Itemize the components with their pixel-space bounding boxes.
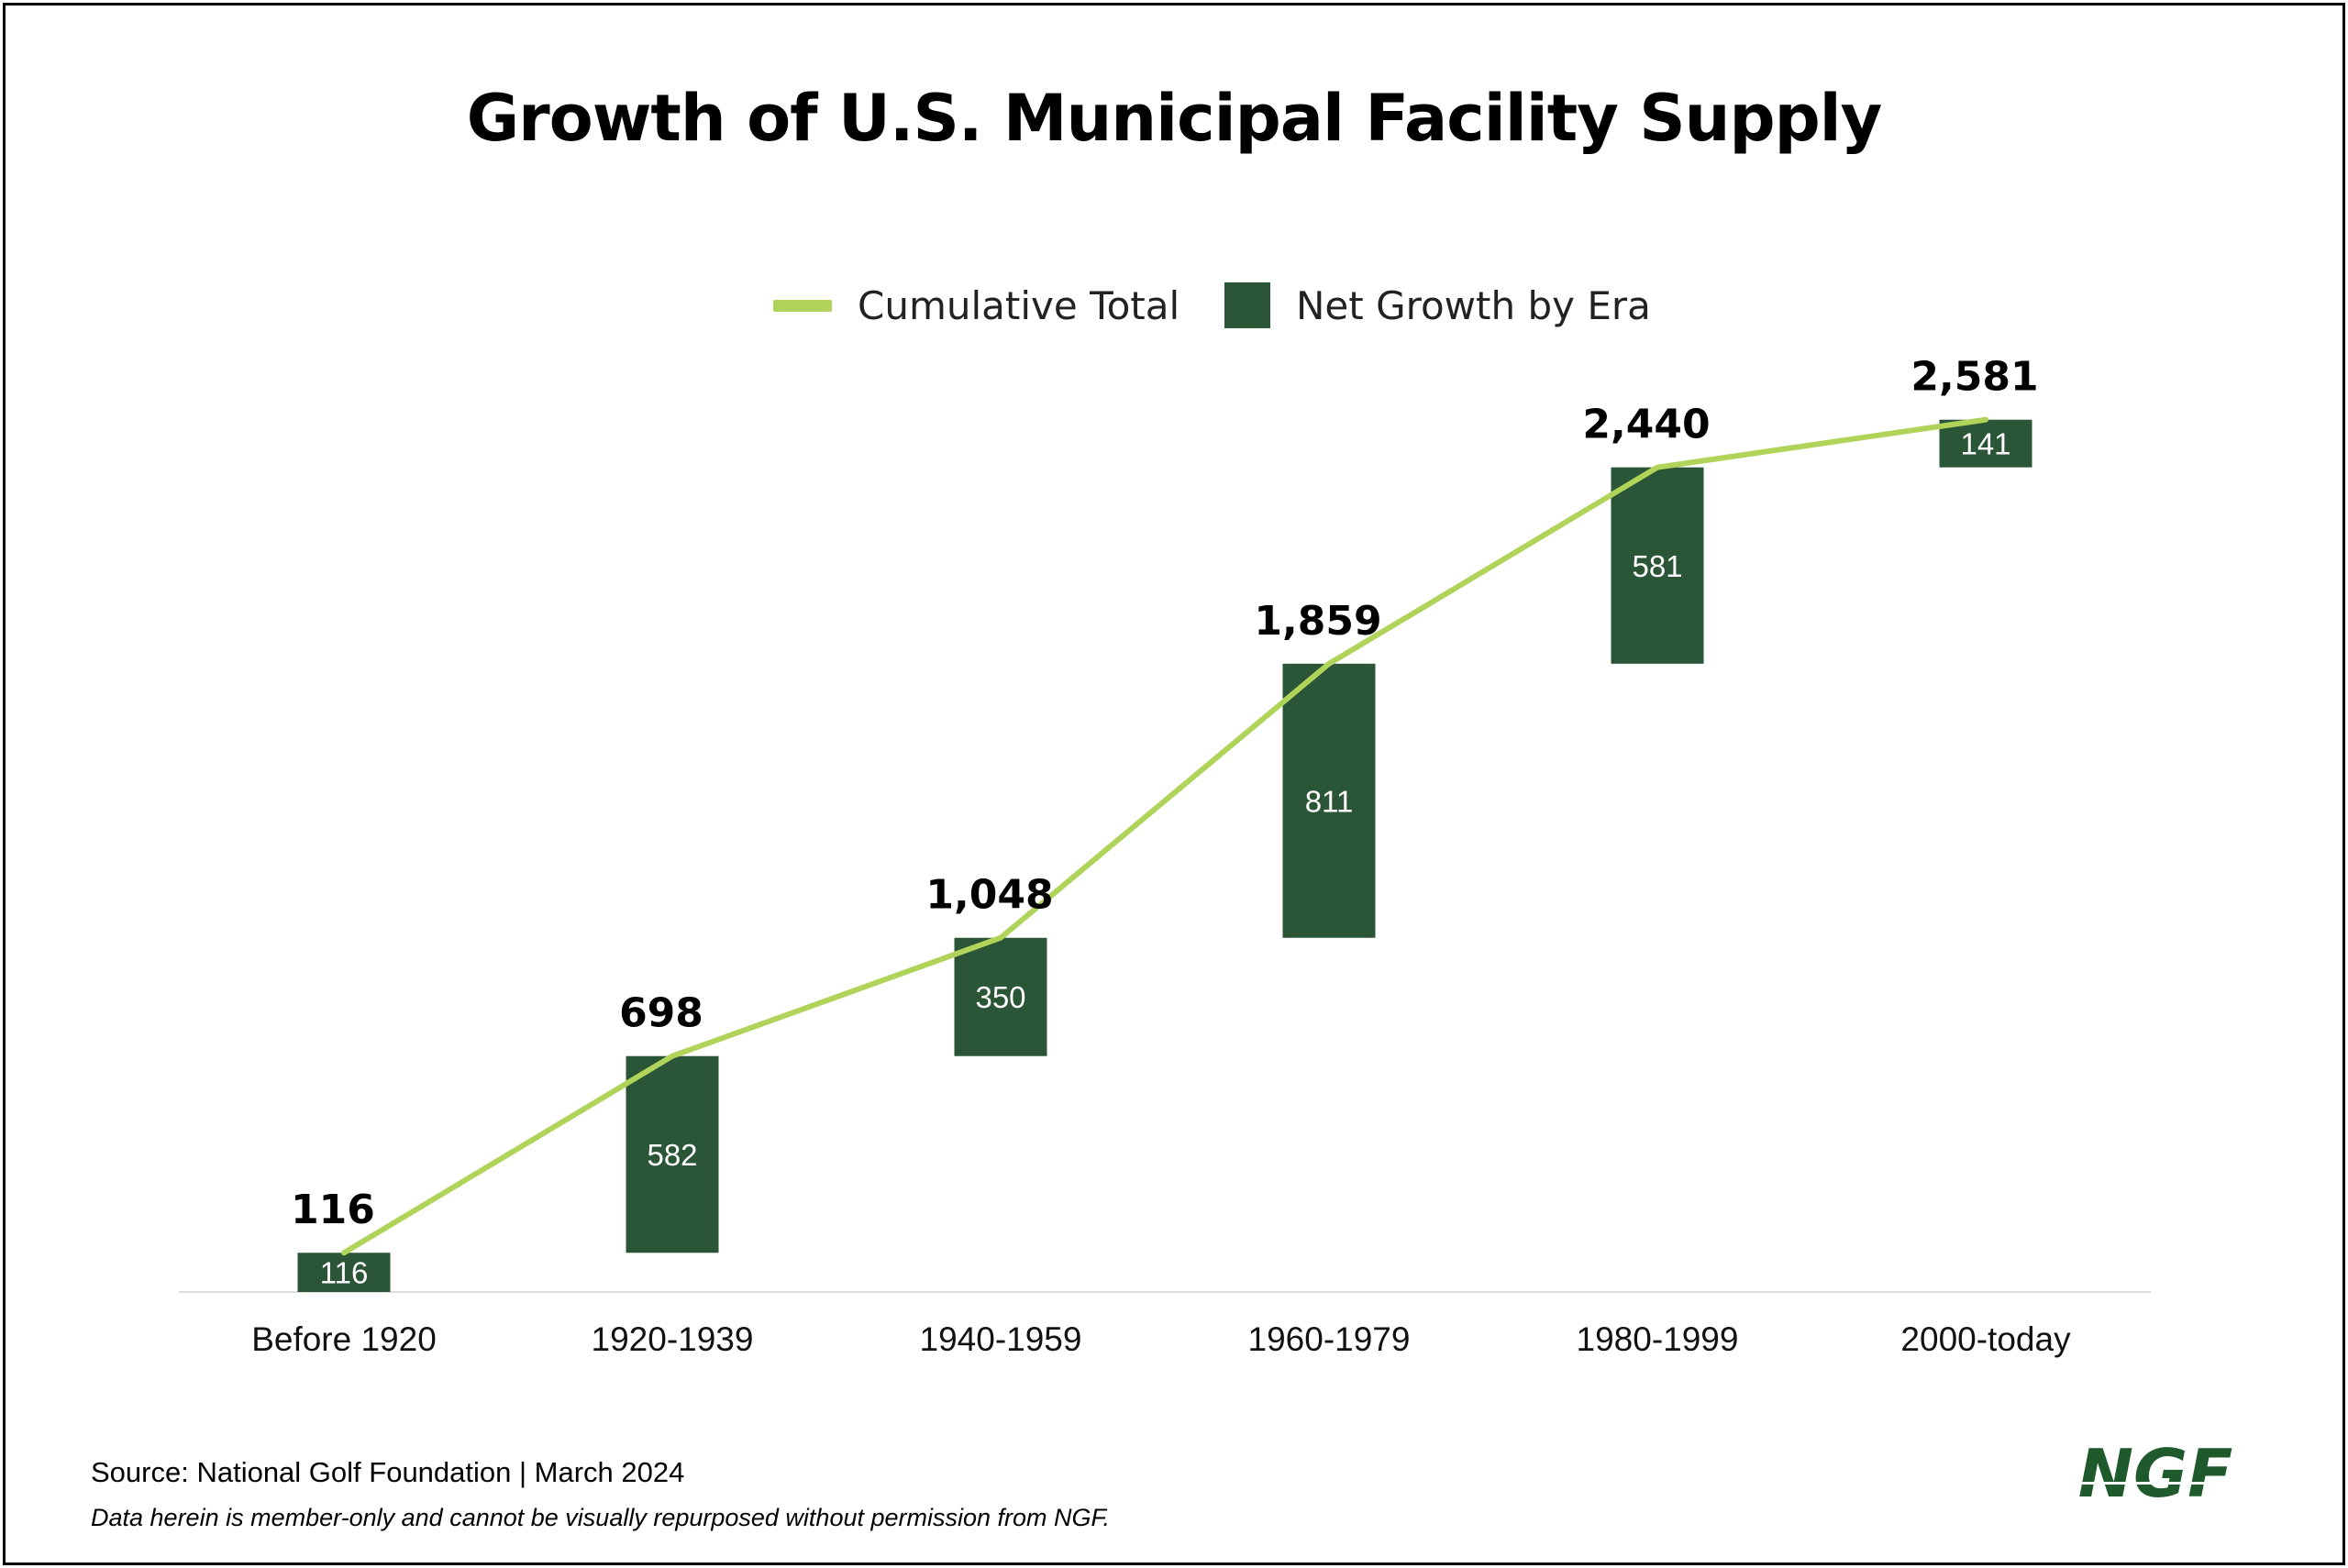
net-growth-value-label: 811 bbox=[1305, 784, 1354, 818]
cumulative-total-label: 2,581 bbox=[1911, 354, 2038, 401]
chart-frame bbox=[3, 3, 2345, 1565]
net-growth-bar bbox=[297, 1253, 391, 1292]
ngf-logo: NGF bbox=[2078, 1441, 2236, 1512]
cumulative-total-label: 2,440 bbox=[1582, 402, 1710, 448]
disclaimer-note: Data herein is member-only and cannot be… bbox=[91, 1504, 1111, 1531]
net-growth-bar bbox=[1939, 419, 2032, 468]
legend-item-cumulative-total: Cumulative Total bbox=[773, 273, 1180, 337]
legend-label-cumulative-total: Cumulative Total bbox=[858, 282, 1180, 328]
legend: Cumulative Total Net Growth by Era bbox=[0, 273, 2348, 337]
net-growth-bar bbox=[1282, 663, 1376, 938]
x-tick-labels-group: Before 1920 1920-1939 1940-1959 1960-1979 19… bbox=[251, 1320, 2071, 1358]
legend-label-net-growth: Net Growth by Era bbox=[1296, 282, 1651, 328]
net-growth-bar bbox=[1611, 467, 1704, 664]
net-growth-value-label: 116 bbox=[320, 1256, 369, 1290]
net-growth-bar bbox=[626, 1055, 719, 1253]
cumulative-total-label: 1,048 bbox=[925, 872, 1053, 919]
cumulative-total-label: 1,859 bbox=[1254, 598, 1381, 645]
legend-bar-swatch bbox=[1224, 282, 1270, 328]
ngf-logo-text: NGF bbox=[2078, 1441, 2233, 1512]
net-growth-value-label: 582 bbox=[647, 1138, 697, 1172]
x-tick-label: 1960-1979 bbox=[1248, 1320, 1411, 1358]
x-tick-label: 1940-1959 bbox=[920, 1320, 1082, 1358]
source-note: Source: National Golf Foundation | March… bbox=[91, 1456, 685, 1488]
net-growth-value-label: 141 bbox=[1960, 427, 2010, 461]
cumulative-total-label: 116 bbox=[291, 1187, 375, 1233]
x-tick-label: 2000-today bbox=[1900, 1320, 2071, 1358]
net-growth-bar bbox=[954, 937, 1047, 1056]
x-tick-label: Before 1920 bbox=[251, 1320, 437, 1358]
ngf-logo-rule bbox=[2080, 1482, 2236, 1485]
chart-title: Growth of U.S. Municipal Facility Supply bbox=[466, 81, 1883, 156]
legend-item-net-growth: Net Growth by Era bbox=[1224, 273, 1651, 337]
net-growth-value-label: 350 bbox=[975, 980, 1025, 1014]
total-labels-group: 116 698 1,048 1,859 2,440 2,581 bbox=[291, 354, 2039, 1234]
cumulative-total-line bbox=[341, 416, 1988, 1256]
x-tick-label: 1920-1939 bbox=[592, 1320, 754, 1358]
x-tick-label: 1980-1999 bbox=[1577, 1320, 1739, 1358]
bars-group bbox=[297, 419, 2032, 1292]
cumulative-total-label: 698 bbox=[619, 990, 703, 1037]
bar-labels-group: 116 582 350 811 581 141 bbox=[320, 427, 2011, 1290]
legend-line-swatch bbox=[773, 299, 832, 312]
net-growth-value-label: 581 bbox=[1632, 549, 1682, 583]
